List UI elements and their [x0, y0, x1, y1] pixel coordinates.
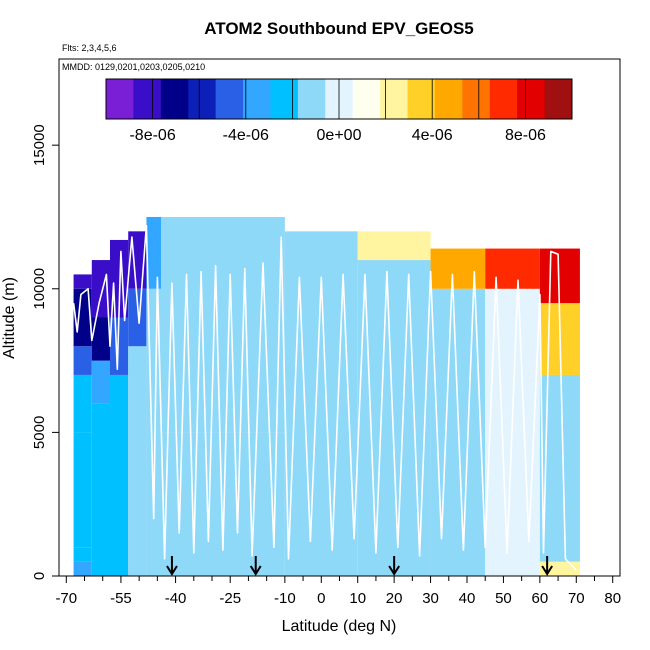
colorbar-tick-label: 0e+00: [317, 127, 362, 144]
dates-note: MMDD: 0129,0201,0203,0205,0210: [62, 62, 205, 72]
colorbar-tick-label: -4e-06: [223, 127, 269, 144]
y-axis-label: Altitude (m): [1, 277, 18, 359]
heatmap-cell: [91, 317, 110, 361]
colorbar-swatch: [160, 79, 189, 119]
heatmap-cell: [430, 248, 486, 289]
heatmap-cell: [485, 248, 540, 289]
y-tick-label: 0: [31, 572, 48, 580]
colorbar-swatch: [243, 79, 271, 119]
heatmap-cell: [91, 260, 110, 318]
colorbar-swatch: [380, 79, 409, 119]
y-tick-label: 15000: [31, 124, 48, 166]
y-tick-label: 10000: [31, 268, 48, 310]
x-tick-label: 70: [568, 590, 585, 607]
x-tick-label: -10: [274, 590, 296, 607]
colorbar-swatch: [215, 79, 244, 119]
heatmap-cell: [539, 248, 580, 304]
heatmap-cell: [357, 260, 431, 576]
x-tick-label: -70: [55, 590, 77, 607]
x-tick-label: 80: [604, 590, 621, 607]
heatmap-cell: [73, 274, 92, 289]
y-axis: 0 5000 10000 15000: [31, 124, 59, 580]
x-tick-label: -40: [165, 590, 187, 607]
x-tick-label: -55: [110, 590, 132, 607]
heatmap-cell: [73, 432, 92, 548]
heatmap-cell: [91, 403, 110, 576]
flight-marker-arrowhead: [249, 565, 262, 576]
colorbar-swatch: [489, 79, 518, 119]
x-tick-label: 50: [495, 590, 512, 607]
chart-title: ATOM2 Southbound EPV_GEOS5: [204, 19, 474, 38]
x-tick-label: 0: [317, 590, 325, 607]
colorbar-swatch: [462, 79, 491, 119]
x-tick-label: 30: [422, 590, 439, 607]
heatmap-cell: [73, 346, 92, 375]
colorbar-swatch: [407, 79, 436, 119]
heatmap-cell: [73, 561, 92, 576]
flight-track-line: [72, 224, 577, 571]
colorbar-swatch: [270, 79, 299, 119]
colorbar-swatch: [133, 79, 162, 119]
colorbar-swatch: [517, 79, 546, 119]
flights-note: Flts: 2,3,4,5,6: [62, 43, 117, 53]
colorbar-frame: [105, 78, 573, 120]
x-tick-label: 60: [532, 590, 549, 607]
flight-marker-arrowhead: [541, 565, 553, 576]
heatmap-cell: [110, 374, 129, 576]
flight-marker-arrowhead: [166, 565, 178, 576]
flight-marker-arrowhead: [388, 565, 400, 576]
heatmap-cell: [73, 374, 92, 433]
x-tick-label: 10: [349, 590, 366, 607]
heatmap-cell: [91, 360, 110, 404]
colorbar-swatch: [188, 79, 217, 119]
x-tick-label: 20: [386, 590, 403, 607]
colorbar-tick-label: -8e-06: [129, 127, 175, 144]
colorbar-swatch: [297, 79, 326, 119]
heatmap-cell: [161, 216, 285, 433]
colorbar-swatch: [352, 79, 381, 119]
x-tick-label: -25: [219, 590, 241, 607]
y-tick-label: 5000: [31, 416, 48, 449]
colorbar-tick-label: 8e-06: [505, 127, 546, 144]
flight-track-layer: [72, 224, 577, 571]
colorbar: -8e-06 -4e-06 0e+00 4e-06 8e-06: [105, 78, 573, 144]
heatmap-cell: [73, 547, 92, 562]
x-axis-label: Latitude (deg N): [282, 618, 397, 635]
x-tick-label: 40: [459, 590, 476, 607]
colorbar-swatch: [106, 79, 134, 119]
heatmap-cell: [110, 317, 129, 375]
heatmap-cell: [128, 288, 147, 347]
heatmap-cell: [357, 231, 431, 261]
colorbar-swatch: [434, 79, 463, 119]
x-axis: -70 -55 -40 -25 -10 0 10 20 30 40 50 60 70 80: [55, 576, 621, 607]
heatmap-cell: [539, 561, 580, 576]
heatmap-cell: [146, 216, 161, 289]
colorbar-tick-label: 4e-06: [412, 127, 453, 144]
heatmap-cell: [128, 346, 147, 576]
heatmap-cell: [73, 288, 92, 347]
colorbar-swatch: [544, 79, 573, 119]
flight-marker-layer: [166, 556, 553, 576]
